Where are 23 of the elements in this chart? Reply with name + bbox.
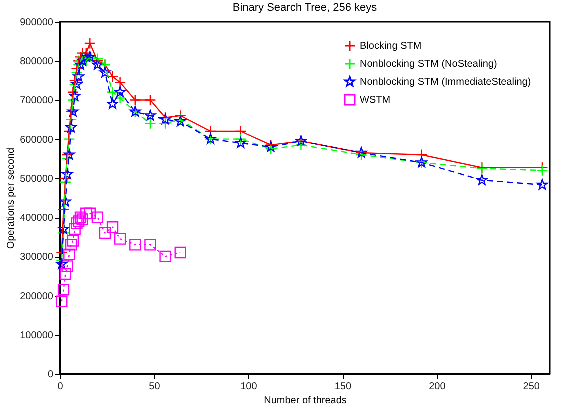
x-tick-label: 250 xyxy=(523,382,540,392)
legend-label: WSTM xyxy=(360,95,391,106)
legend-label: Nonblocking STM (ImmediateStealing) xyxy=(360,77,532,88)
legend-label: Blocking STM xyxy=(360,41,422,52)
y-tick-label: 200000 xyxy=(20,291,54,302)
y-tick-label: 800000 xyxy=(20,56,54,68)
legend-label: Nonblocking STM (NoStealing) xyxy=(360,59,498,70)
x-tick-label: 200 xyxy=(429,382,446,392)
x-axis-title: Number of threads xyxy=(264,396,347,406)
x-tick-label: 50 xyxy=(149,382,161,392)
y-tick-label: 500000 xyxy=(20,174,54,185)
chart-title: Binary Search Tree, 256 keys xyxy=(232,2,378,14)
x-tick-label: 150 xyxy=(334,382,352,392)
y-tick-label: 700000 xyxy=(20,96,54,107)
y-tick-label: 400000 xyxy=(20,213,54,224)
y-tick-label: 100000 xyxy=(20,330,54,342)
y-tick-label: 300000 xyxy=(20,252,54,264)
y-tick-label: 900000 xyxy=(20,18,54,28)
y-axis-title: Operations per second xyxy=(6,148,18,250)
x-tick-label: 0 xyxy=(58,382,64,392)
y-tick-label: 0 xyxy=(48,370,54,380)
x-tick-label: 100 xyxy=(240,382,258,392)
y-tick-label: 600000 xyxy=(20,134,54,146)
